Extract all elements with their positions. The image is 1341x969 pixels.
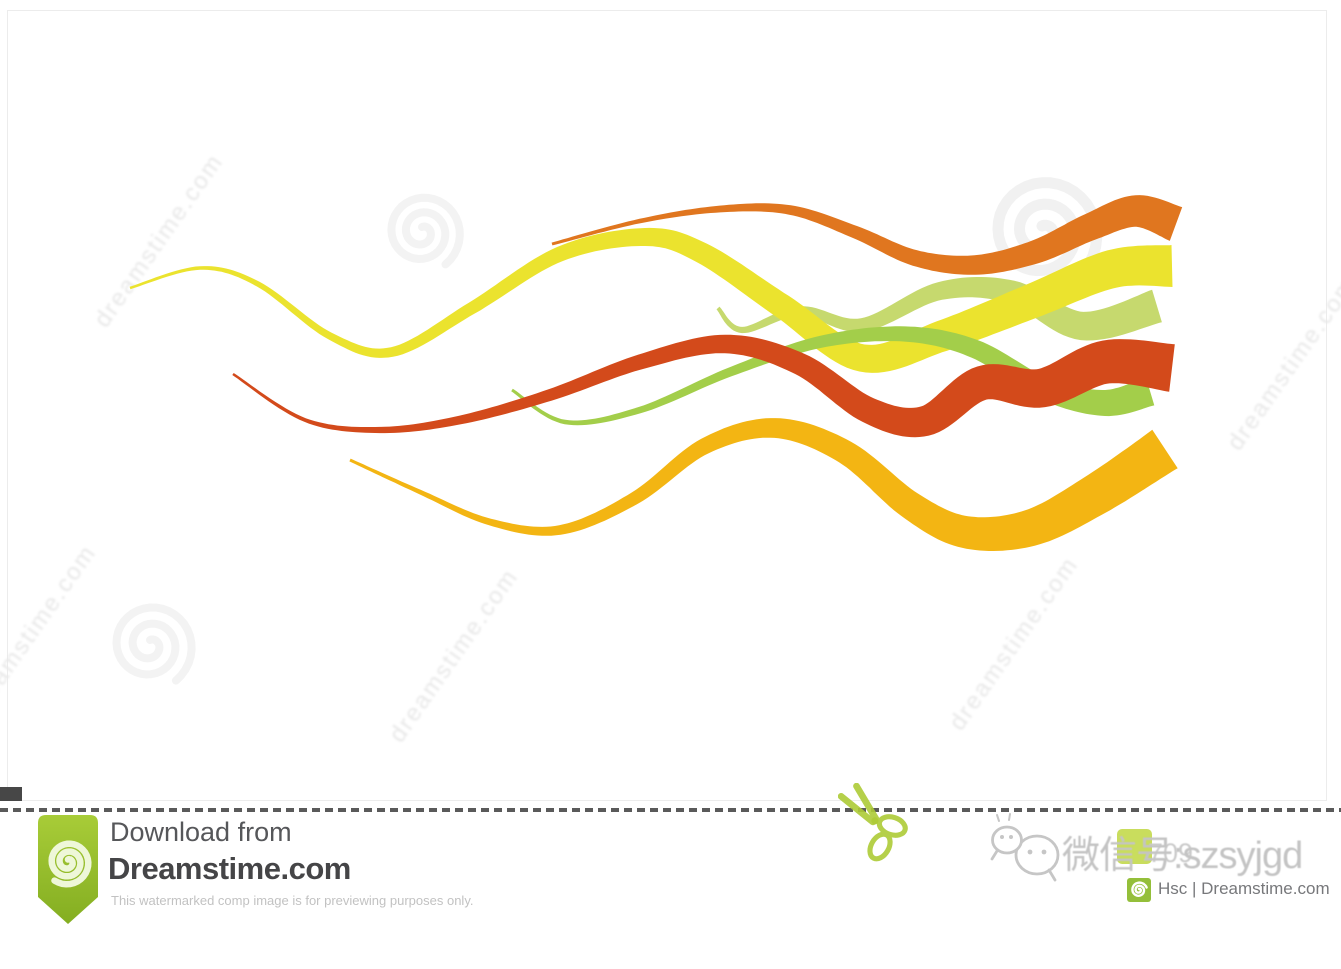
dreamstime-shield-logo[interactable]: [33, 812, 103, 930]
ribbon-amber: [349, 418, 1178, 551]
scissors-pivot: [871, 817, 879, 825]
wechat-icon: [990, 813, 1060, 882]
wavy-ribbons: [129, 195, 1183, 551]
hsc-logo-square: [1127, 878, 1151, 902]
left-edge-artifact: [0, 787, 22, 801]
watermark-overlap-artifact: 709: [1148, 838, 1194, 868]
ribbon-light-green: [716, 277, 1162, 341]
dashed-cut-line: [0, 808, 1341, 812]
ribbon-orange: [551, 195, 1183, 275]
watermark-spiral: [112, 603, 196, 685]
dreamstime-site-link[interactable]: Dreamstime.com: [108, 851, 351, 886]
watermark-disclaimer: This watermarked comp image is for previ…: [111, 893, 474, 908]
spiral-logo-icon: [48, 840, 92, 888]
watermark-ghost-text: dreamstime.com: [384, 564, 524, 748]
green-tag-square: [1117, 829, 1152, 864]
watermark-ghost-text: dreamstime.com: [1222, 272, 1341, 456]
watermark-spiral: [387, 193, 464, 269]
hsc-spiral-icon: [1131, 881, 1148, 898]
scissors-icon: [838, 783, 908, 862]
credit-label: Hsc | Dreamstime.com: [1158, 879, 1330, 898]
download-from-label: Download from: [110, 817, 292, 847]
ribbon-green: [511, 326, 1155, 426]
watermark-ghost-text: dreamstime.com: [89, 149, 229, 333]
wechat-id-watermark: 微信号:szsyjgd: [1062, 835, 1303, 877]
watermark-ghost-text: dreamstime.com: [0, 540, 102, 724]
ribbon-red-orange: [232, 334, 1175, 438]
watermark-ghost-text: dreamstime.com: [944, 552, 1084, 736]
